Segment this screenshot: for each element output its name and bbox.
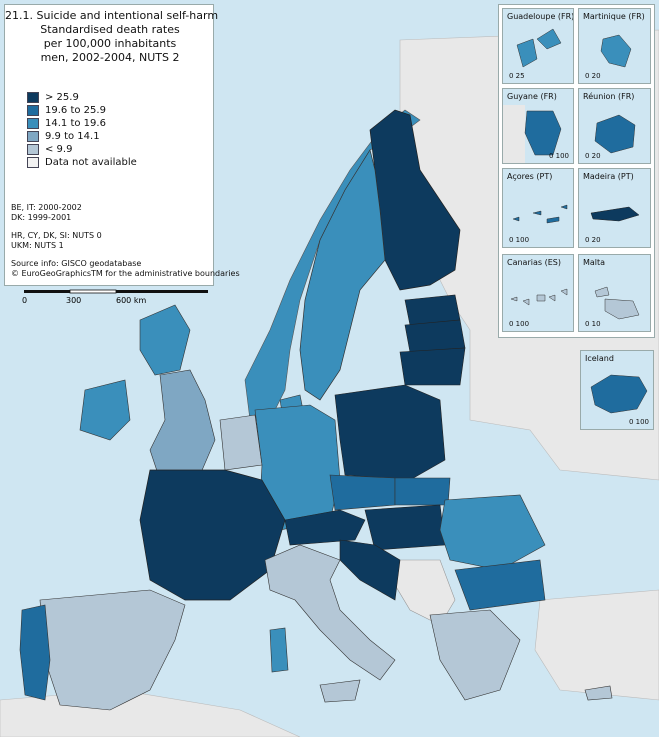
sweden <box>299 149 386 401</box>
inset-label: Canarias (ES) <box>507 258 561 267</box>
cyprus <box>584 685 613 701</box>
source-info: Source info: GISCO geodatabase <box>11 259 142 268</box>
title-line-4: men, 2002-2004, NUTS 2 <box>40 51 180 64</box>
title-line-3: per 100,000 inhabitants <box>43 37 177 50</box>
inset-label: Guyane (FR) <box>507 92 557 101</box>
inset-guyane: Guyane (FR) 0 100 <box>502 88 574 164</box>
sardinia <box>269 627 289 673</box>
legend: > 25.9 19.6 to 25.9 14.1 to 19.6 9.9 to … <box>27 91 137 169</box>
inset-scale: 0 10 <box>585 320 601 328</box>
inset-guadeloupe: Guadeloupe (FR) 0 25 <box>502 8 574 84</box>
inset-label: Açores (PT) <box>507 172 553 181</box>
inset-canarias: Canarias (ES) 0 100 <box>502 254 574 332</box>
inset-label: Madeira (PT) <box>583 172 634 181</box>
note-ukm: UKM: NUTS 1 <box>11 241 64 250</box>
inset-label: Guadeloupe (FR) <box>507 12 574 21</box>
czechia <box>329 474 396 511</box>
benelux <box>219 414 263 471</box>
inset-madeira: Madeira (PT) 0 20 <box>578 168 651 248</box>
copyright-info: © EuroGeoGraphicsTM for the administrati… <box>11 269 240 278</box>
legend-swatch <box>27 92 39 103</box>
legend-label: 19.6 to 25.9 <box>45 105 106 116</box>
inset-scale: 0 100 <box>628 418 649 426</box>
ireland <box>79 379 131 441</box>
scale-tick-600: 600 km <box>116 296 147 305</box>
map-title: 21.1. Suicide and intentional self-harm … <box>5 9 219 65</box>
hungary <box>364 504 446 551</box>
legend-label: Data not available <box>45 157 137 168</box>
austria <box>284 509 366 546</box>
inset-scale: 0 20 <box>585 236 601 244</box>
inset-label: Malta <box>583 258 606 267</box>
legend-item: > 25.9 <box>27 91 137 104</box>
legend-item: < 9.9 <box>27 143 137 156</box>
legend-label: < 9.9 <box>45 144 73 155</box>
inset-label: Iceland <box>585 354 614 363</box>
title-line-2: Standardised death rates <box>40 23 180 36</box>
scale-bar: 0 300 600 km <box>22 288 222 308</box>
inset-label: Martinique (FR) <box>583 12 645 21</box>
inset-malta: Malta 0 10 <box>578 254 651 332</box>
latvia <box>404 319 466 353</box>
legend-swatch <box>27 157 39 168</box>
legend-item: Data not available <box>27 156 137 169</box>
inset-reunion: Réunion (FR) 0 20 <box>578 88 651 164</box>
inset-iceland: Iceland 0 100 <box>580 350 654 430</box>
inset-scale: 0 100 <box>509 320 530 328</box>
legend-label: 9.9 to 14.1 <box>45 131 100 142</box>
slovakia <box>394 477 451 506</box>
scale-bar-graphic <box>24 289 208 294</box>
legend-label: 14.1 to 19.6 <box>45 118 106 129</box>
legend-item: 9.9 to 14.1 <box>27 130 137 143</box>
bulgaria <box>454 559 546 611</box>
note-be-it: BE, IT: 2000-2002 <box>11 203 82 212</box>
legend-label: > 25.9 <box>45 92 79 103</box>
poland <box>334 384 446 481</box>
spain <box>39 589 186 711</box>
note-nuts0: HR, CY, DK, SI: NUTS 0 <box>11 231 102 240</box>
inset-scale: 0 100 <box>548 152 569 160</box>
inset-label: Réunion (FR) <box>583 92 635 101</box>
italy <box>264 544 396 681</box>
note-dk: DK: 1999-2001 <box>11 213 72 222</box>
inset-acores: Açores (PT) 0 100 <box>502 168 574 248</box>
portugal <box>19 604 51 701</box>
legend-item: 14.1 to 19.6 <box>27 117 137 130</box>
inset-scale: 0 25 <box>509 72 525 80</box>
inset-scale: 0 20 <box>585 72 601 80</box>
scale-tick-300: 300 <box>66 296 82 305</box>
inset-martinique: Martinique (FR) 0 20 <box>578 8 651 84</box>
legend-item: 19.6 to 25.9 <box>27 104 137 117</box>
legend-swatch <box>27 118 39 129</box>
legend-swatch <box>27 131 39 142</box>
france <box>139 469 286 601</box>
lithuania <box>399 347 466 386</box>
legend-panel: 21.1. Suicide and intentional self-harm … <box>4 4 240 286</box>
legend-swatch <box>27 144 39 155</box>
legend-swatch <box>27 105 39 116</box>
inset-scale: 0 100 <box>509 236 530 244</box>
scotland <box>139 304 191 376</box>
title-line-1: 21.1. Suicide and intentional self-harm <box>5 9 219 22</box>
sicily <box>319 679 361 703</box>
inset-scale: 0 20 <box>585 152 601 160</box>
greece <box>429 609 521 701</box>
scale-tick-0: 0 <box>22 296 28 305</box>
